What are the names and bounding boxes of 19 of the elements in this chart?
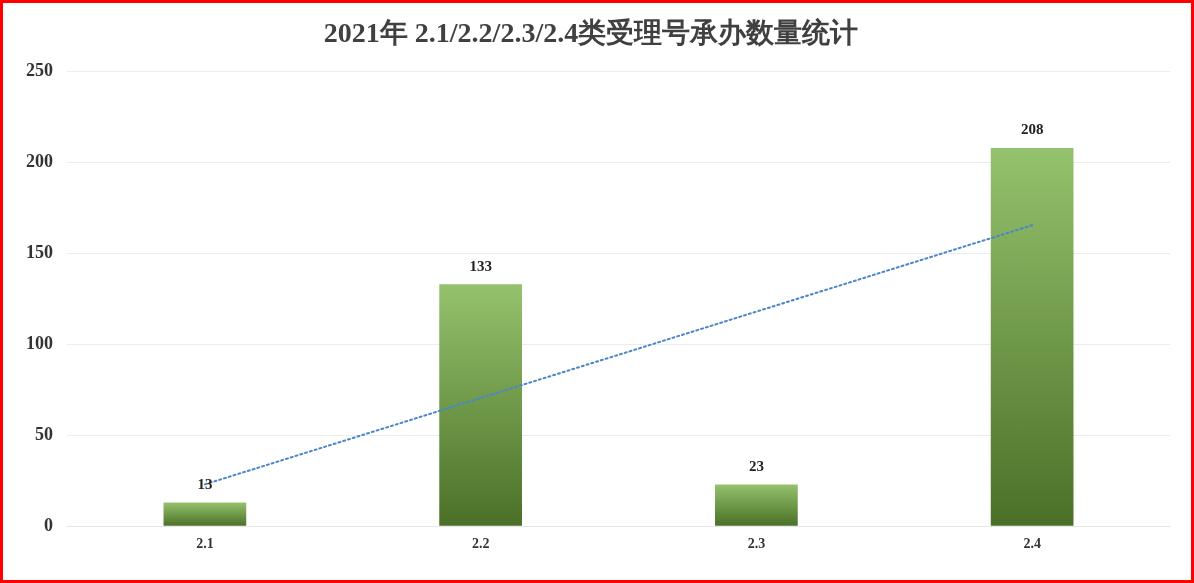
- y-tick-label: 50: [35, 423, 53, 444]
- y-tick-label: 200: [26, 151, 53, 172]
- data-label: 133: [469, 257, 492, 274]
- x-tick-label: 2.4: [1023, 536, 1041, 552]
- data-label: 13: [197, 475, 213, 492]
- bar: [715, 484, 798, 526]
- data-label: 208: [1020, 121, 1044, 138]
- y-tick-label: 150: [26, 242, 53, 263]
- x-tick-label: 2.1: [196, 536, 214, 552]
- bar: [990, 147, 1074, 526]
- chart-title: 2021年 2.1/2.2/2.3/2.4类受理号承办数量统计: [323, 17, 859, 49]
- y-tick-label: 250: [26, 60, 53, 81]
- data-label: 23: [748, 457, 764, 474]
- x-tick-label: 2.2: [471, 536, 490, 552]
- y-tick-label: 0: [44, 514, 53, 535]
- bar: [163, 502, 247, 526]
- bar: [439, 284, 522, 526]
- x-tick-label: 2.3: [747, 536, 766, 552]
- y-tick-label: 100: [26, 333, 53, 354]
